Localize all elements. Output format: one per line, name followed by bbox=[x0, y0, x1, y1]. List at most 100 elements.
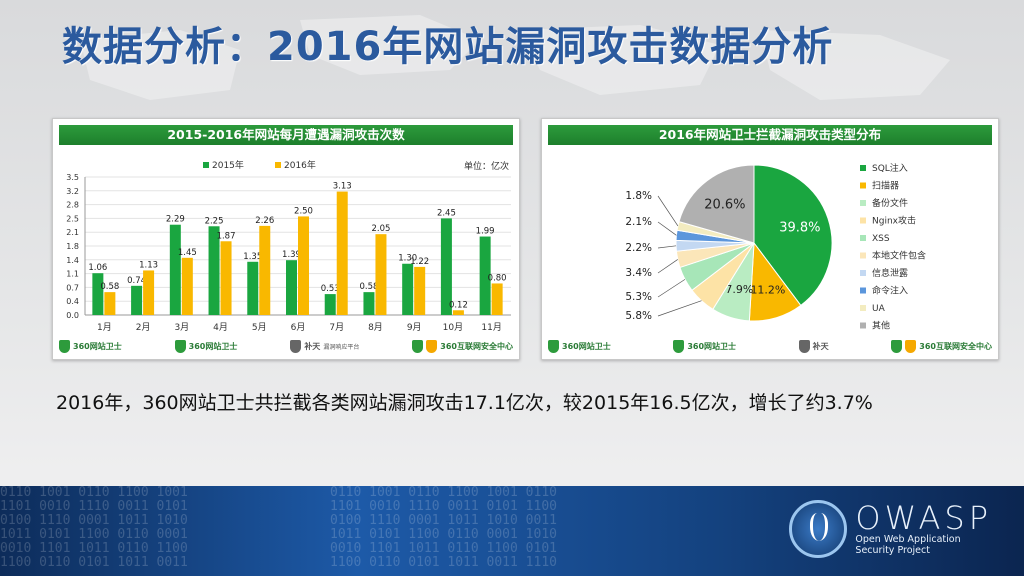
bar bbox=[491, 283, 503, 315]
bar bbox=[452, 310, 464, 315]
star-emblem-icon bbox=[798, 339, 810, 353]
owasp-brand: OWASP bbox=[855, 499, 992, 537]
bar bbox=[247, 261, 259, 315]
y-tick-label: 3.2 bbox=[66, 187, 79, 196]
bar bbox=[169, 224, 181, 315]
bar-value-label: 2.29 bbox=[166, 215, 185, 225]
bar-value-label: 2.50 bbox=[294, 206, 313, 216]
y-tick-label: 3.5 bbox=[66, 173, 79, 182]
y-tick-label: 2.5 bbox=[66, 214, 79, 223]
site-guard-logo: 360网站卫士 bbox=[548, 339, 611, 353]
binary-pattern: 0110 1001 0110 1100 1001 1101 0010 1110 … bbox=[0, 486, 188, 570]
bar-value-label: 1.35 bbox=[243, 252, 262, 262]
slice-label: 2.1% bbox=[625, 216, 652, 228]
legend-swatch bbox=[860, 217, 866, 224]
x-tick-label: 8月 bbox=[368, 322, 383, 333]
shield-icon bbox=[548, 339, 559, 353]
bar-value-label: 3.13 bbox=[333, 182, 352, 192]
bar-value-label: 1.13 bbox=[139, 260, 158, 270]
legend-swatch bbox=[275, 162, 281, 168]
pie-slice bbox=[678, 164, 755, 244]
legend-label: 本地文件包含 bbox=[872, 250, 926, 262]
legend-label: 备份文件 bbox=[872, 197, 908, 209]
bar bbox=[479, 236, 491, 315]
site-guard-logo: 360网站卫士 bbox=[59, 339, 122, 353]
owasp-subtitle-2: Security Project bbox=[855, 545, 930, 556]
legend-label: XSS bbox=[872, 234, 890, 244]
x-tick-label: 10月 bbox=[443, 322, 463, 333]
leader-line bbox=[657, 245, 677, 249]
legend-swatch bbox=[860, 200, 866, 206]
legend-swatch bbox=[860, 287, 866, 294]
bar-value-label: 2.05 bbox=[371, 224, 390, 234]
owasp-subtitle-1: Open Web Application bbox=[855, 534, 961, 545]
bar bbox=[440, 218, 452, 315]
shield-icon bbox=[59, 339, 70, 353]
slice-label: 2.2% bbox=[625, 242, 652, 254]
slice-label: 7.9% bbox=[725, 283, 753, 296]
shield-icon bbox=[426, 339, 438, 353]
site-guard-logo-b: 360网站卫士 bbox=[673, 339, 736, 353]
legend-label: Nginx攻击 bbox=[872, 215, 916, 227]
slice-label: 5.8% bbox=[625, 310, 652, 322]
bar-value-label: 0.74 bbox=[127, 276, 146, 286]
slide-title: 数据分析：2016年网站漏洞攻击数据分析 bbox=[62, 24, 834, 70]
bar-value-label: 0.58 bbox=[100, 282, 119, 292]
bar bbox=[104, 292, 116, 315]
bar-value-label: 1.30 bbox=[398, 254, 417, 264]
y-tick-label: 1.4 bbox=[66, 256, 79, 265]
leader-line bbox=[657, 279, 686, 298]
bar bbox=[143, 270, 155, 315]
y-tick-label: 0.0 bbox=[66, 311, 79, 320]
shield-icon bbox=[412, 339, 424, 353]
shield-icon bbox=[905, 339, 917, 353]
bar bbox=[208, 226, 220, 315]
y-tick-label: 2.1 bbox=[66, 228, 79, 237]
bar bbox=[259, 225, 271, 315]
slice-label: 5.3% bbox=[625, 291, 652, 303]
bar-value-label: 2.26 bbox=[255, 216, 274, 226]
slice-label: 1.8% bbox=[625, 190, 652, 202]
legend-label: UA bbox=[872, 304, 886, 314]
bar bbox=[375, 234, 387, 315]
bar-value-label: 1.06 bbox=[88, 263, 107, 273]
legend-swatch bbox=[860, 235, 866, 241]
legend-swatch bbox=[860, 270, 866, 276]
y-tick-label: 0.4 bbox=[66, 297, 79, 306]
shield-icon bbox=[891, 339, 903, 353]
y-tick-label: 1.1 bbox=[66, 270, 79, 279]
star-emblem-icon bbox=[290, 339, 302, 353]
bar-value-label: 1.22 bbox=[410, 257, 429, 267]
bar bbox=[286, 260, 297, 315]
x-tick-label: 6月 bbox=[291, 322, 306, 333]
x-tick-label: 4月 bbox=[213, 322, 228, 333]
owasp-logo: OWASP Open Web Application Security Proj… bbox=[789, 500, 992, 558]
legend-label: 信息泄露 bbox=[872, 267, 908, 279]
owasp-wasp-icon bbox=[789, 500, 848, 558]
bar bbox=[131, 285, 143, 315]
security-center-logo: 360互联网安全中心 bbox=[891, 339, 992, 353]
butian-logo: 补天 bbox=[798, 339, 829, 353]
bar-value-label: 1.87 bbox=[217, 231, 236, 241]
legend-swatch bbox=[860, 305, 866, 311]
legend-swatch bbox=[860, 322, 866, 329]
leader-line bbox=[657, 221, 677, 236]
unit-label: 单位：亿次 bbox=[464, 160, 509, 172]
legend-swatch bbox=[860, 165, 866, 171]
legend-swatch bbox=[860, 182, 866, 189]
bar bbox=[402, 263, 414, 315]
x-tick-label: 1月 bbox=[97, 322, 112, 333]
x-tick-label: 3月 bbox=[174, 322, 189, 333]
x-tick-label: 7月 bbox=[329, 322, 344, 333]
bar bbox=[298, 216, 309, 315]
bar bbox=[414, 266, 426, 315]
x-tick-label: 2月 bbox=[136, 322, 151, 333]
legend-label: 命令注入 bbox=[872, 285, 908, 297]
monthly-attacks-panel: 2015-2016年网站每月遭遇漏洞攻击次数 0.0 0.4 0.7 1.1 1.4 1.… bbox=[52, 118, 520, 360]
pie-chart-title: 2016年网站卫士拦截漏洞攻击类型分布 bbox=[548, 125, 992, 145]
butian-logo: 补天 漏洞响应平台 bbox=[290, 339, 359, 353]
bar-value-label: 1.45 bbox=[178, 248, 197, 258]
bar-value-label: 2.25 bbox=[205, 216, 224, 226]
cross-shield-icon bbox=[174, 339, 186, 353]
bar-value-label: 0.80 bbox=[488, 273, 507, 283]
